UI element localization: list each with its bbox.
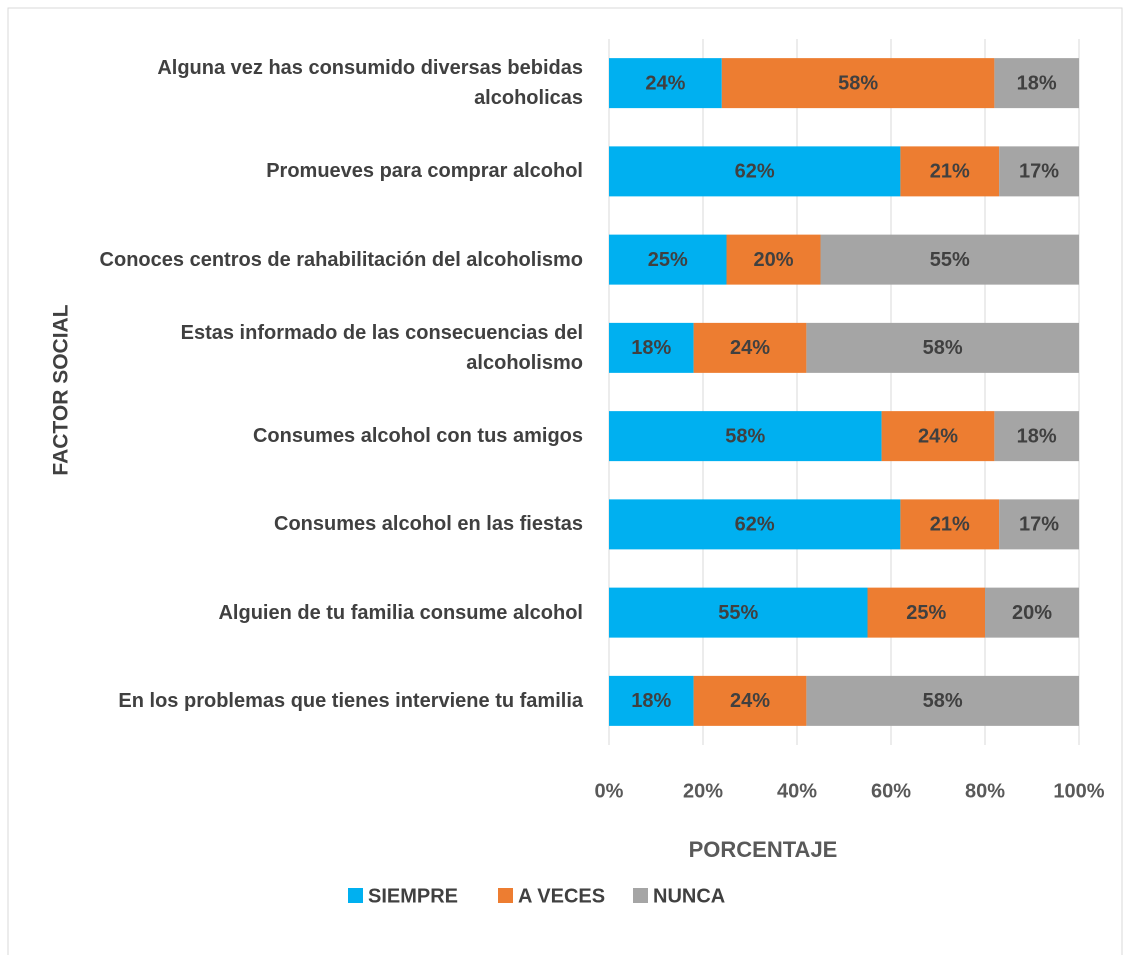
bar-segment [609,58,722,109]
bar-segment [806,675,1079,726]
data-label: 24% [918,425,958,447]
x-tick-label: 80% [965,780,1005,802]
chart-border [7,7,1123,955]
legend-label: NUNCA [653,885,725,907]
data-label: 20% [1012,602,1052,624]
bar-segment [693,322,807,373]
y-tick-label: En los problemas que tienes interviene t… [118,689,583,712]
data-label: 62% [735,161,775,183]
bar-segment [609,499,901,550]
bar-segment [609,234,727,285]
y-tick-label: Consumes alcohol en las fiestas [274,513,583,536]
data-label: 20% [753,249,793,271]
data-label: 24% [645,72,685,94]
bar-segment [994,411,1079,462]
bar-segment [609,411,882,462]
x-axis-title: PORCENTAJE [689,837,838,862]
legend-label: SIEMPRE [368,885,458,907]
bar-segment [999,146,1079,197]
y-tick-label: Consumes alcohol con tus amigos [252,425,583,448]
data-label: 18% [1017,425,1057,447]
bar-segment [820,234,1079,285]
data-label: 18% [631,337,671,359]
bar-segment [609,675,694,726]
bar-segment [609,587,868,638]
data-label: 24% [730,690,770,712]
data-label: 58% [923,337,963,359]
x-tick-label: 20% [683,780,723,802]
bar-segment [900,499,1000,550]
bar-segment [999,499,1079,550]
data-label: 18% [1017,72,1057,94]
bar-segment [881,411,995,462]
data-label: 55% [718,602,758,624]
legend-swatch [633,888,648,903]
bar-segment [609,146,901,197]
x-tick-label: 60% [871,780,911,802]
bar-segment [806,322,1079,373]
y-tick-label: Conoces centros de rahabilitación del al… [99,248,583,271]
bar-segment [609,322,694,373]
data-label: 58% [725,425,765,447]
bar-segment [721,58,995,109]
legend-swatch [498,888,513,903]
data-label: 62% [735,514,775,536]
bar-segment [693,675,807,726]
legend-label: A VECES [518,885,605,907]
data-label: 58% [838,72,878,94]
data-label: 25% [906,602,946,624]
bar-segment [994,58,1079,109]
bar-segment [867,587,985,638]
bar-segment [726,234,821,285]
x-tick-label: 0% [595,780,624,802]
data-label: 18% [631,690,671,712]
y-axis-title: FACTOR SOCIAL [50,304,73,475]
x-tick-label: 40% [777,780,817,802]
data-label: 25% [648,249,688,271]
data-label: 21% [930,161,970,183]
y-tick-label: Alguien de tu familia consume alcohol [218,601,583,624]
data-label: 17% [1019,161,1059,183]
data-label: 24% [730,337,770,359]
data-label: 55% [930,249,970,271]
bar-segment [900,146,1000,197]
legend-swatch [348,888,363,903]
data-label: 21% [930,514,970,536]
data-label: 58% [923,690,963,712]
x-tick-label: 100% [1053,780,1104,802]
bar-segment [985,587,1079,638]
y-tick-label: Alguna vez has consumido diversas bebida… [157,57,583,110]
data-label: 17% [1019,514,1059,536]
y-tick-label: Estas informado de las consecuencias del… [180,321,583,374]
y-tick-label: Promueves para comprar alcohol [266,160,583,183]
